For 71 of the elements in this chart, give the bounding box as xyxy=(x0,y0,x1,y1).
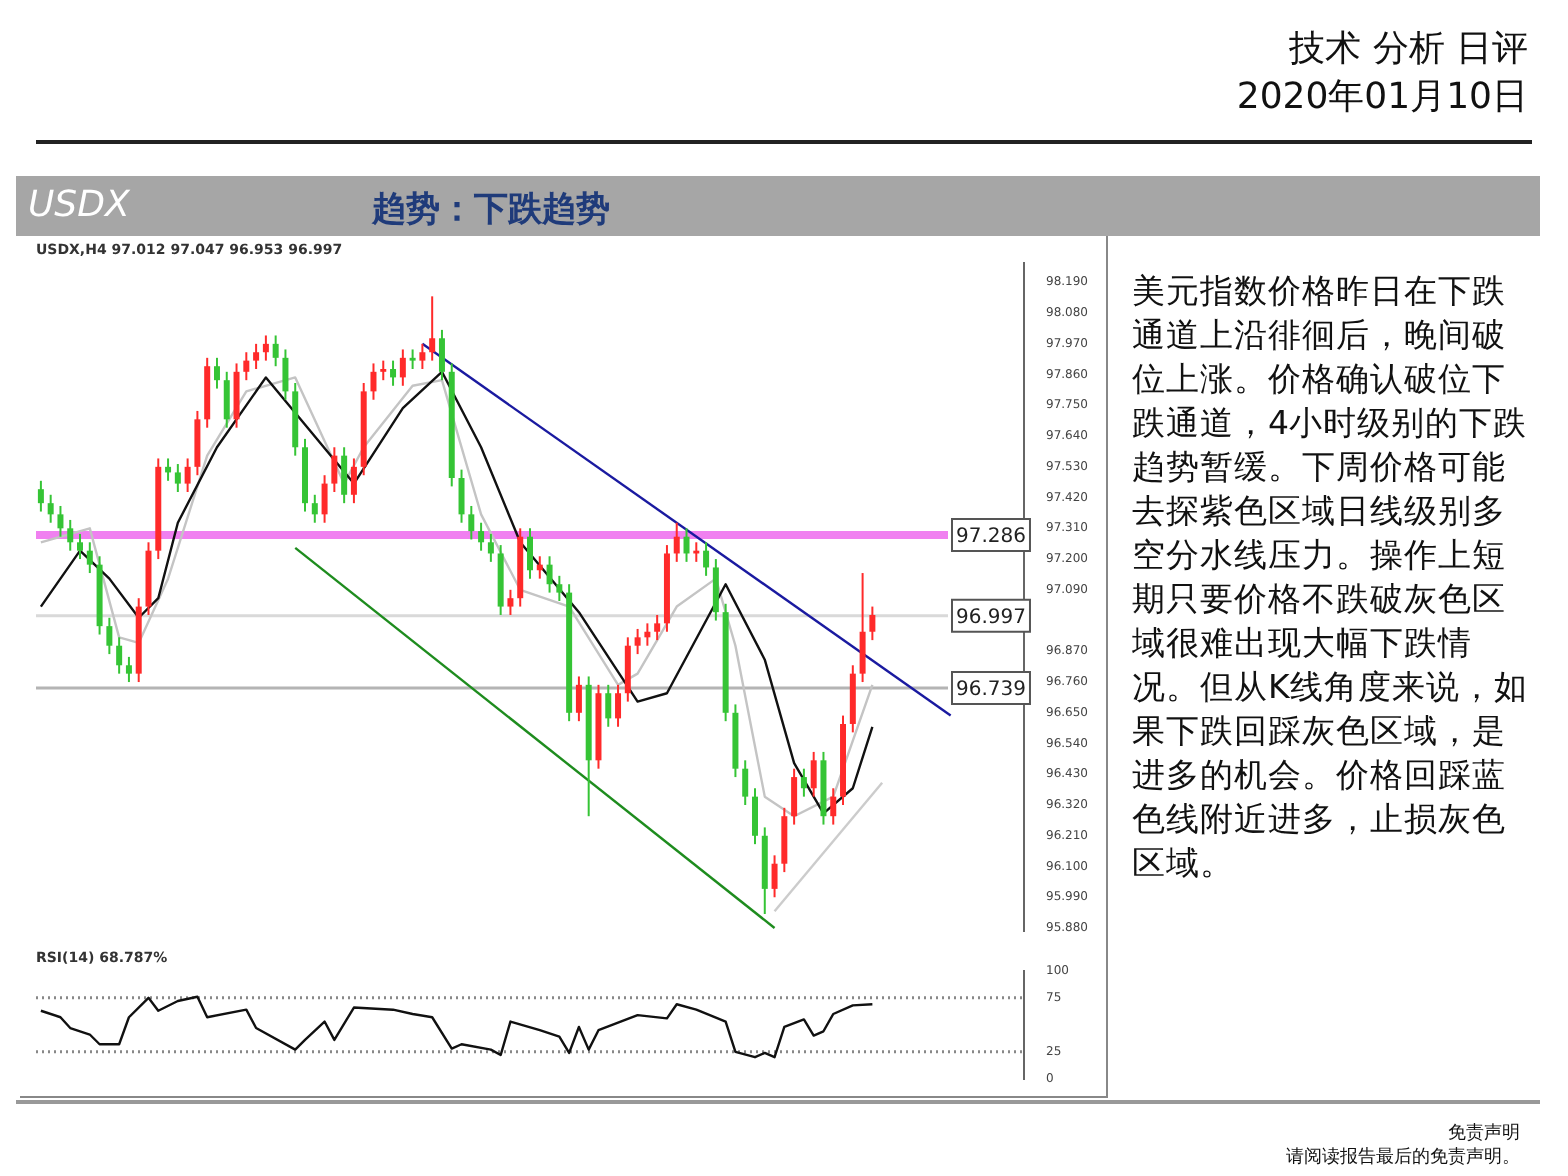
candlestick xyxy=(791,767,798,826)
candlestick xyxy=(712,558,719,622)
candlestick xyxy=(116,636,123,675)
candlestick xyxy=(624,636,631,703)
candlestick xyxy=(184,457,191,493)
candlestick xyxy=(194,409,201,477)
candlestick xyxy=(262,334,269,362)
candlestick xyxy=(243,351,250,382)
candlestick xyxy=(478,521,485,552)
candlestick xyxy=(468,504,475,541)
candlestick xyxy=(223,370,230,429)
candlestick xyxy=(556,574,563,602)
candlestick xyxy=(781,806,788,874)
candlestick xyxy=(47,493,54,524)
ref-line-label: 97.286 xyxy=(956,526,1026,549)
candlestick xyxy=(575,675,582,723)
text: 免责声明 xyxy=(1448,1121,1520,1146)
candlestick xyxy=(233,362,240,429)
candlestick xyxy=(272,334,279,368)
candlestick xyxy=(86,541,93,575)
candlestick xyxy=(527,527,533,580)
candlestick xyxy=(350,457,357,505)
text: 请阅读报告最后的免责声明。 xyxy=(1286,1145,1520,1170)
candlestick xyxy=(438,328,445,382)
candlestick xyxy=(37,479,44,513)
candlestick xyxy=(810,750,817,798)
candlestick xyxy=(282,348,289,401)
candlestick xyxy=(380,359,387,382)
candlestick xyxy=(409,348,416,371)
candlestick xyxy=(615,683,622,728)
candlestick xyxy=(77,532,84,561)
candlestick xyxy=(429,295,436,362)
candlestick xyxy=(106,616,113,656)
text: USDX xyxy=(28,184,130,226)
candlestick xyxy=(869,605,876,642)
candlestick xyxy=(174,463,181,493)
candlestick xyxy=(546,555,553,594)
text: 技术 分析 日评 xyxy=(1289,26,1528,72)
candlestick xyxy=(370,362,377,401)
candlestick xyxy=(683,527,690,563)
candlestick xyxy=(634,627,641,656)
candlestick xyxy=(311,493,318,524)
candlestick xyxy=(742,759,749,807)
candlestick xyxy=(57,504,64,538)
text: 趋势：下跌趋势 xyxy=(372,188,610,232)
candlestick xyxy=(654,613,661,642)
text: 美元指数价格昨日在下跌通道上沿徘徊后，晚间破位上涨。价格确认破位下跌通道，4小时级别的下跌趋势暂缓。下周价格可能去探紫色区域日线级别多空分水线压力。操作上短期只要价格不跌破灰色区域很难出现大幅下跌情况。但从K线角度来说，如果下跌回踩灰色区域，是进多的机会。价格回踩蓝色线附近进多，止损灰色区域。 xyxy=(1132,272,1528,882)
candlestick xyxy=(487,532,494,563)
candlestick xyxy=(800,767,807,798)
candlestick xyxy=(605,683,612,728)
ref-line-label: 96.997 xyxy=(956,606,1026,629)
candlestick xyxy=(125,655,132,684)
candlestick xyxy=(458,468,465,524)
candlestick xyxy=(859,572,866,684)
candlestick xyxy=(703,541,710,577)
candlestick xyxy=(507,588,514,616)
candlestick xyxy=(321,474,328,524)
text: 2020年01月10日 xyxy=(1236,74,1528,120)
candlestick xyxy=(399,348,406,387)
candlestick xyxy=(673,521,680,563)
candlestick xyxy=(213,356,220,390)
ref-line-label: 96.739 xyxy=(956,679,1026,702)
candlestick xyxy=(419,342,426,371)
candlestick xyxy=(390,359,397,387)
candlestick xyxy=(830,787,837,826)
candlestick xyxy=(771,854,778,899)
candlestick xyxy=(331,446,338,493)
candlestick xyxy=(341,446,348,505)
candlestick xyxy=(253,342,260,371)
candlestick xyxy=(67,518,74,552)
candlestick xyxy=(751,787,758,846)
